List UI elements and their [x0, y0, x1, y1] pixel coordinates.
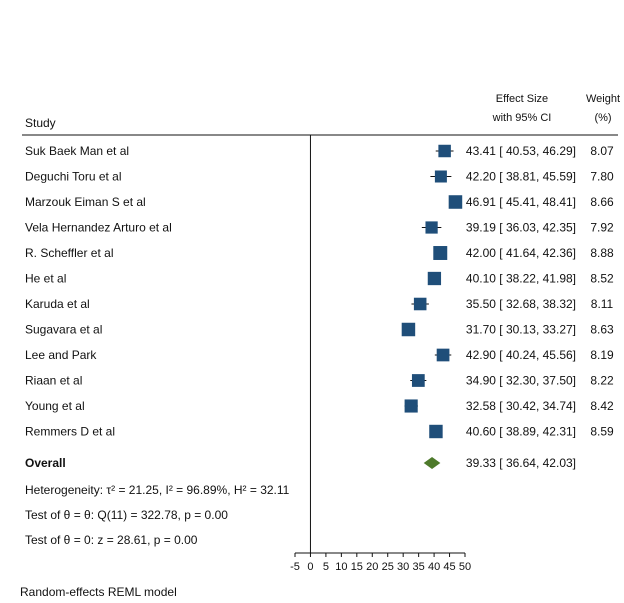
study-weight-text: 8.42 — [590, 399, 614, 413]
x-tick-label: 45 — [443, 561, 455, 573]
study-ci-text: 40.10 [ 38.22, 41.98] — [466, 272, 576, 286]
study-name: Sugavara et al — [25, 323, 102, 337]
plot-marks — [309, 135, 463, 553]
study-weight-text: 8.11 — [591, 297, 614, 311]
study-ci-text: 34.90 [ 32.30, 37.50] — [466, 374, 576, 388]
study-name: Deguchi Toru et al — [25, 170, 122, 184]
study-rows: Suk Baek Man et al 43.41 [ 40.53, 46.29] 8… — [25, 144, 614, 470]
study-ci-text: 35.50 [ 32.68, 38.32] — [466, 297, 576, 311]
header-effect-size: Effect Size — [496, 93, 548, 105]
study-marker — [429, 424, 443, 439]
header-study: Study — [25, 116, 56, 130]
study-name: He et al — [25, 272, 66, 286]
study-name: Young et al — [25, 399, 85, 413]
overall-diamond — [423, 457, 441, 469]
x-tick-label: 35 — [413, 561, 425, 573]
header-ci: with 95% CI — [492, 112, 552, 124]
study-weight-text: 8.63 — [590, 323, 614, 337]
header-weight-unit: (%) — [594, 112, 611, 124]
x-tick-label: 30 — [397, 561, 409, 573]
study-marker — [413, 297, 427, 311]
model-note: Random-effects REML model — [20, 585, 177, 599]
study-weight-text: 7.92 — [590, 221, 614, 235]
study-ci-text: 46.91 [ 45.41, 48.41] — [466, 195, 576, 209]
study-marker — [411, 374, 425, 387]
study-name: Riaan et al — [25, 374, 82, 388]
study-marker — [427, 271, 442, 286]
study-name: Marzouk Eiman S et al — [25, 195, 146, 209]
study-weight-text: 7.80 — [590, 170, 614, 184]
study-ci-text: 31.70 [ 30.13, 33.27] — [466, 323, 576, 337]
study-name: Remmers D et al — [25, 425, 115, 439]
study-name: R. Scheffler et al — [25, 246, 114, 260]
study-weight-text: 8.88 — [590, 246, 614, 260]
study-ci-text: 42.20 [ 38.81, 45.59] — [466, 170, 576, 184]
study-ci-text: 42.90 [ 40.24, 45.56] — [466, 348, 576, 362]
study-marker — [433, 246, 448, 260]
x-tick-label: 10 — [335, 561, 347, 573]
study-weight-text: 8.59 — [590, 425, 614, 439]
study-name: Lee and Park — [25, 348, 97, 362]
study-marker — [436, 348, 450, 362]
study-marker — [448, 195, 463, 209]
x-tick-label: 25 — [382, 561, 394, 573]
study-weight-text: 8.22 — [590, 374, 614, 388]
heterogeneity-text: Heterogeneity: τ² = 21.25, I² = 96.89%, … — [25, 483, 290, 497]
study-marker — [404, 399, 418, 413]
overall-ci-text: 39.33 [ 36.64, 42.03] — [466, 456, 576, 470]
study-ci-text: 32.58 [ 30.42, 34.74] — [466, 399, 576, 413]
x-tick-label: 20 — [366, 561, 378, 573]
study-name: Karuda et al — [25, 297, 90, 311]
x-axis: -5 0 5 10 15 20 25 30 35 40 45 50 — [290, 552, 471, 573]
x-tick-label: 50 — [459, 561, 471, 573]
test-homogeneity-text: Test of θ = θ: Q(11) = 322.78, p = 0.00 — [25, 508, 228, 522]
study-name: Vela Hernandez Arturo et al — [25, 221, 172, 235]
study-weight-text: 8.66 — [590, 195, 614, 209]
study-marker — [438, 144, 451, 158]
study-weight-text: 8.52 — [590, 272, 614, 286]
study-weight-text: 8.07 — [590, 144, 614, 158]
study-ci-text: 39.19 [ 36.03, 42.35] — [466, 221, 576, 235]
x-tick-label: -5 — [290, 561, 300, 573]
header-weight: Weight — [586, 93, 620, 105]
study-marker — [434, 170, 447, 183]
study-name: Suk Baek Man et al — [25, 144, 129, 158]
study-weight-text: 8.19 — [590, 348, 614, 362]
x-tick-label: 40 — [428, 561, 440, 573]
study-ci-text: 40.60 [ 38.89, 42.31] — [466, 425, 576, 439]
x-tick-label: 5 — [323, 561, 329, 573]
study-ci-text: 42.00 [ 41.64, 42.36] — [466, 246, 576, 260]
study-ci-text: 43.41 [ 40.53, 46.29] — [466, 144, 576, 158]
test-zero-text: Test of θ = 0: z = 28.61, p = 0.00 — [25, 533, 198, 547]
overall-label: Overall — [25, 456, 66, 470]
x-tick-label: 0 — [307, 561, 313, 573]
study-marker — [401, 322, 416, 337]
x-tick-label: 15 — [351, 561, 363, 573]
study-marker — [425, 221, 438, 234]
